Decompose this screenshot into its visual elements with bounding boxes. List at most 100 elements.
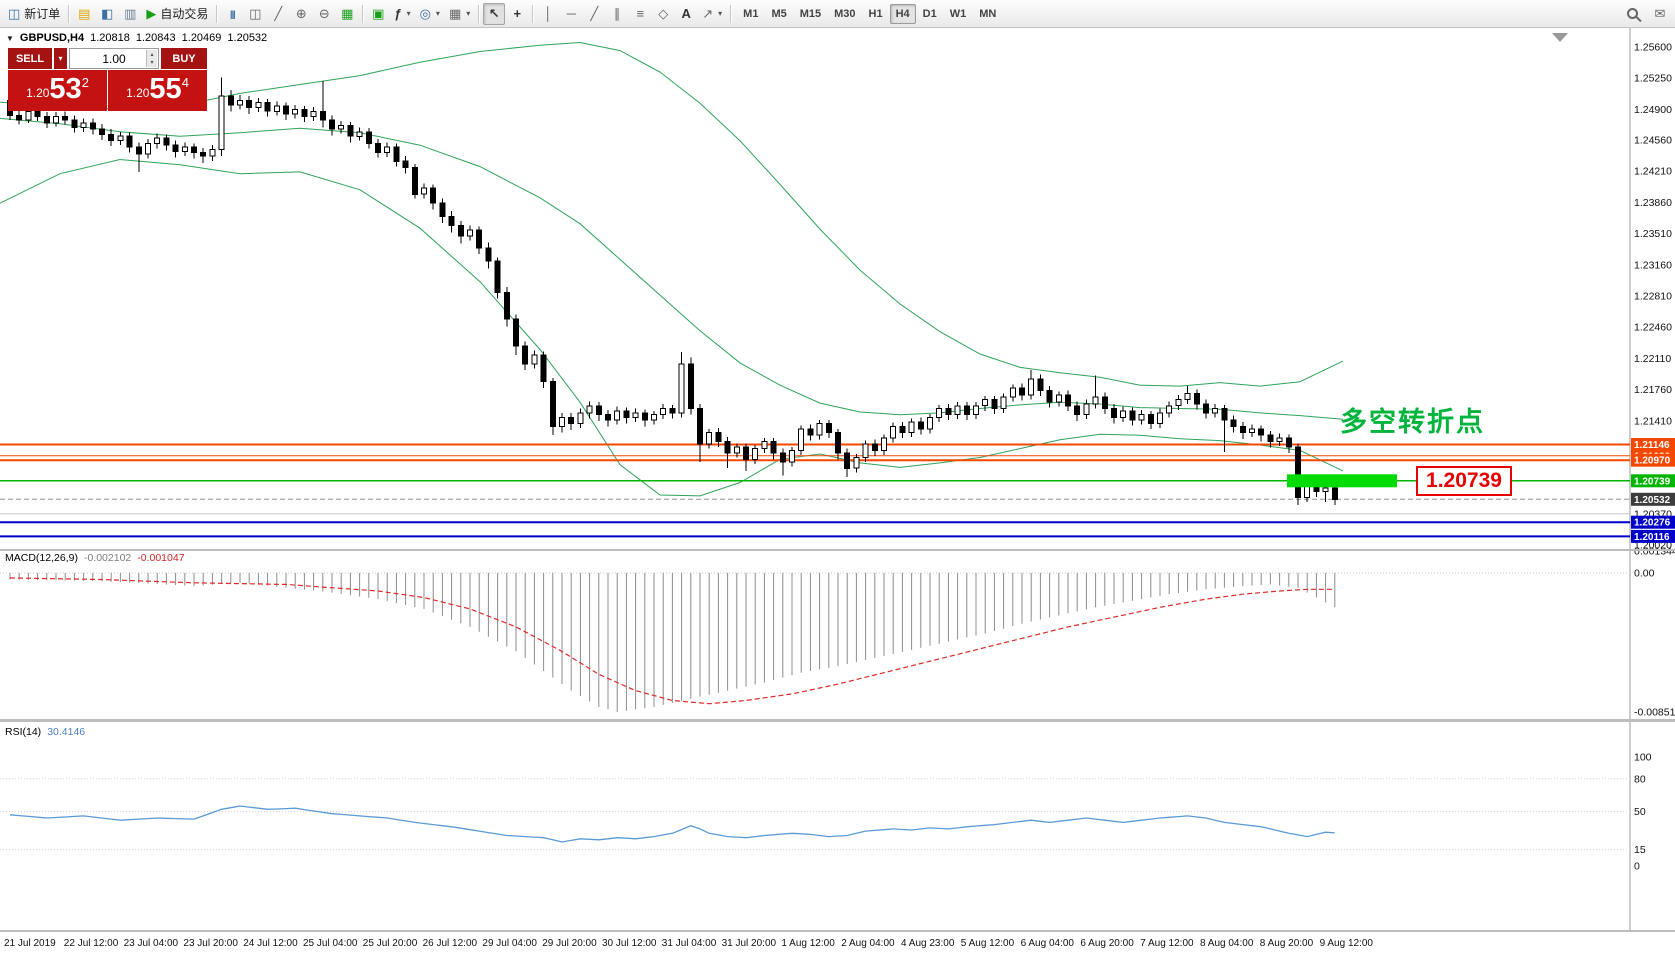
volume-value: 1.00 [102, 51, 126, 66]
one-click-panel-toggle[interactable]: ▼ [6, 33, 14, 43]
timeframe-button-h1[interactable]: H1 [868, 7, 883, 20]
candle-chart-icon: ◫ [249, 5, 262, 21]
cascade-windows-button[interactable]: ▣ [367, 3, 389, 25]
line-chart-button[interactable]: ╱ [267, 3, 289, 25]
volume-up-icon[interactable]: ▴ [150, 51, 154, 58]
timeframe-button-m1[interactable]: M1 [743, 7, 759, 20]
turning-point-annotation[interactable]: 多空转折点 [1340, 407, 1485, 437]
price-level-label: 1.20532 [1634, 495, 1671, 506]
autotrading-label: 自动交易 [160, 7, 209, 21]
highlight-bar[interactable] [1287, 474, 1397, 488]
vertical-line-icon: │ [544, 6, 553, 21]
macd-signal-value: -0.001047 [137, 552, 185, 564]
pane-splitter-macd[interactable] [0, 549, 1675, 551]
bar-chart-button[interactable]: ||| [221, 3, 243, 25]
timeframe-button-m5[interactable]: M5 [771, 7, 787, 20]
arrows-tool-icon: ↗ [702, 5, 714, 21]
vertical-line-tool-button[interactable]: │ [537, 3, 559, 25]
time-tick: 30 Jul 12:00 [602, 938, 657, 949]
rsi-axis-tick: 80 [1634, 773, 1646, 785]
cursor-tool-button[interactable]: ↖ [483, 2, 506, 25]
timeframe-button-mn[interactable]: MN [979, 7, 997, 20]
new-order-button[interactable]: ◫ 新订单 [4, 3, 64, 25]
market-watch-button[interactable]: ▤ [73, 3, 95, 25]
bollinger-lower [0, 158, 1344, 497]
search-button[interactable] [1623, 3, 1648, 25]
time-tick: 8 Aug 04:00 [1200, 938, 1254, 949]
pane-splitter-rsi[interactable] [0, 719, 1675, 722]
price-level-badge [1631, 529, 1675, 543]
trendline-tool-button[interactable]: ╱ [583, 3, 605, 25]
time-tick: 4 Aug 23:00 [901, 938, 955, 949]
market-watch-icon: ▤ [78, 5, 91, 21]
new-order-label: 新订单 [24, 7, 61, 21]
zoom-out-button[interactable]: ⊖ [313, 3, 335, 25]
buy-button[interactable]: BUY [161, 48, 207, 69]
chevron-down-icon: ▾ [466, 9, 471, 18]
mail-icon: ✉ [1654, 5, 1666, 21]
time-tick: 6 Aug 04:00 [1021, 938, 1075, 949]
text-tool-icon: A [681, 6, 691, 21]
time-tick: 1 Aug 12:00 [781, 938, 835, 949]
text-tool-button[interactable]: A [675, 3, 697, 25]
price-callout-box[interactable]: 1.20739 [1416, 466, 1512, 496]
chart-shift-marker[interactable] [1552, 33, 1568, 42]
time-tick: 7 Aug 12:00 [1140, 938, 1194, 949]
timeframe-button-h4[interactable]: H4 [889, 3, 916, 24]
template-dropdown-button[interactable]: ▦ ▾ [445, 3, 474, 25]
volume-input[interactable]: 1.00 ▴ ▾ [69, 48, 159, 69]
sell-price-button[interactable]: 1.20 53 2 [8, 70, 107, 111]
buy-price-sup: 4 [181, 75, 189, 90]
sell-button[interactable]: SELL [8, 48, 52, 69]
price-tick: 1.23160 [1634, 259, 1672, 271]
toolbar-divider [730, 4, 732, 23]
macd-pane: 0.001344 0.00 -0.00851 [0, 546, 1675, 719]
shapes-tool-button[interactable]: ◇ [652, 3, 674, 25]
horizontal-line-tool-button[interactable]: ─ [560, 3, 582, 25]
time-tick: 29 Jul 04:00 [482, 938, 537, 949]
timeframe-button-m30[interactable]: M30 [834, 7, 856, 20]
timeframe-button-w1[interactable]: W1 [949, 7, 967, 20]
zoom-in-button[interactable]: ⊕ [290, 3, 312, 25]
macd-label: MACD(12,26,9) [5, 552, 78, 564]
messages-button[interactable]: ✉ [1649, 3, 1671, 25]
cursor-icon: ↖ [488, 5, 500, 21]
price-level-label: 1.20116 [1634, 532, 1670, 543]
timeframe-button-d1[interactable]: D1 [922, 7, 937, 20]
fibonacci-icon: ≡ [636, 6, 645, 21]
time-tick: 23 Jul 04:00 [124, 938, 179, 949]
time-tick: 31 Jul 04:00 [662, 938, 717, 949]
crosshair-tool-button[interactable]: + [506, 3, 528, 25]
tile-windows-button[interactable]: ▦ [336, 3, 358, 25]
fibonacci-tool-button[interactable]: ≡ [629, 3, 651, 25]
macd-axis-tick: 0.001344 [1634, 546, 1675, 558]
pane-splitter-timeaxis [0, 930, 1675, 932]
indicators-button[interactable]: ƒ ▾ [390, 3, 414, 25]
volume-dropdown-button[interactable]: ▾ [54, 48, 67, 69]
chevron-down-icon: ▾ [435, 9, 440, 18]
data-window-button[interactable]: ◧ [96, 3, 118, 25]
one-click-trading-panel: SELL ▾ 1.00 ▴ ▾ BUY 1.20 53 2 1.20 55 4 [8, 48, 207, 111]
channel-tool-button[interactable]: ∥ [606, 3, 628, 25]
bollinger-middle [0, 117, 1344, 420]
volume-down-icon[interactable]: ▾ [150, 59, 154, 66]
navigator-dropdown-button[interactable]: ◎ ▾ [416, 3, 444, 25]
sell-price-sup: 2 [81, 75, 89, 90]
rsi-value: 30.4146 [47, 726, 86, 738]
time-tick: 29 Jul 20:00 [542, 938, 597, 949]
price-tick: 1.25250 [1634, 73, 1672, 85]
terminal-button[interactable]: ▥ [119, 3, 141, 25]
price-tick: 1.24560 [1634, 134, 1672, 146]
candle-chart-button[interactable]: ◫ [244, 3, 266, 25]
autotrading-button[interactable]: ▶ 自动交易 [142, 3, 212, 25]
rsi-axis-tick: 100 [1634, 752, 1652, 764]
timeframe-button-m15[interactable]: M15 [799, 7, 822, 20]
arrows-tool-button[interactable]: ↗ ▾ [698, 3, 726, 25]
time-tick: 22 Jul 12:00 [64, 938, 119, 949]
volume-stepper[interactable]: ▴ ▾ [146, 50, 157, 67]
rsi-label: RSI(14) [5, 726, 42, 738]
time-tick: 26 Jul 12:00 [423, 938, 478, 949]
buy-price-button[interactable]: 1.20 55 4 [108, 70, 207, 111]
rsi-axis-tick: 50 [1634, 806, 1646, 818]
